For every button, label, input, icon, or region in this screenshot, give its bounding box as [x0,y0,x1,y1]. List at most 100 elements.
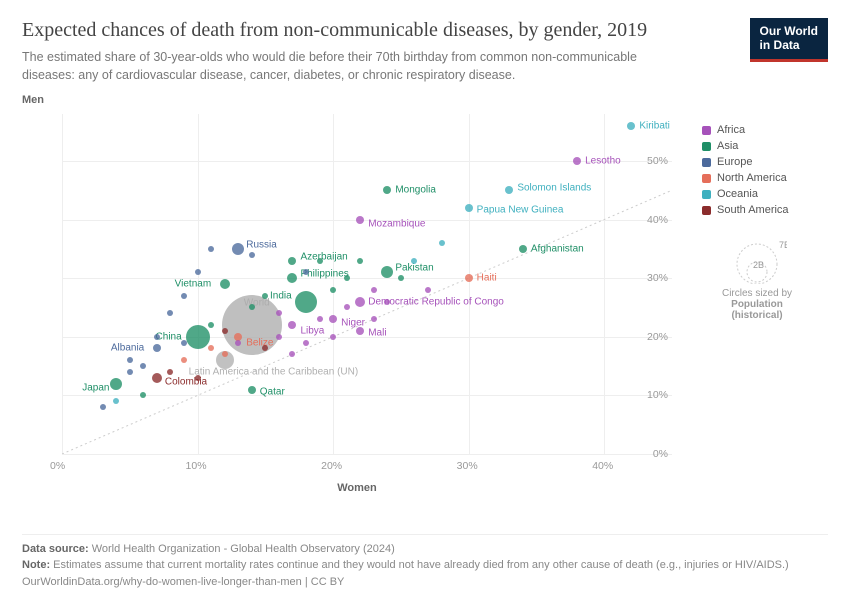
data-point[interactable] [344,304,350,310]
data-point[interactable] [262,345,268,351]
footer-url-line: OurWorldinData.org/why-do-women-live-lon… [22,574,828,591]
chart-container: Expected chances of death from non-commu… [0,0,850,600]
data-point[interactable] [220,279,230,289]
data-point[interactable] [262,293,268,299]
data-point[interactable] [356,216,364,224]
svg-text:2B: 2B [753,260,764,270]
data-point[interactable] [113,398,119,404]
x-tick-label: 20% [321,460,342,472]
y-gridline [62,454,672,455]
data-point[interactable] [519,245,527,253]
legend: Africa Asia Europe North America Oceania Sout… [692,94,812,494]
data-point[interactable] [127,357,133,363]
data-point[interactable] [287,273,297,283]
data-point[interactable] [317,258,323,264]
chart-footer: Data source: World Health Organization -… [22,534,828,591]
data-point[interactable] [186,325,210,349]
data-point[interactable] [411,258,417,264]
data-point[interactable] [153,344,161,352]
data-point[interactable] [235,340,241,346]
data-point[interactable] [330,334,336,340]
legend-swatch [702,158,711,167]
data-point[interactable] [381,266,393,278]
data-point[interactable] [110,378,122,390]
footer-url[interactable]: OurWorldinData.org/why-do-women-live-lon… [22,576,302,588]
data-point[interactable] [329,315,337,323]
data-point[interactable] [181,340,187,346]
data-point[interactable] [276,334,282,340]
data-point[interactable] [573,157,581,165]
data-point[interactable] [195,269,201,275]
data-point[interactable] [425,287,431,293]
data-point[interactable] [356,327,364,335]
data-point[interactable] [248,386,256,394]
x-tick-label: 30% [457,460,478,472]
data-point[interactable] [167,310,173,316]
y-axis-label: Men [22,94,44,106]
data-point[interactable] [208,246,214,252]
data-point[interactable] [232,243,244,255]
data-point[interactable] [355,297,365,307]
data-point[interactable] [344,275,350,281]
data-point[interactable] [384,299,390,305]
legend-item[interactable]: Africa [702,124,812,136]
data-point[interactable] [152,373,162,383]
title-block: Expected chances of death from non-commu… [22,18,662,84]
data-point[interactable] [303,269,309,275]
data-point[interactable] [303,340,309,346]
data-point[interactable] [181,357,187,363]
data-point[interactable] [465,204,473,212]
data-point[interactable] [289,351,295,357]
data-point[interactable] [357,258,363,264]
data-point[interactable] [249,252,255,258]
legend-item[interactable]: South America [702,204,812,216]
data-point[interactable] [140,392,146,398]
legend-swatch [702,174,711,183]
footer-license: CC BY [311,576,345,588]
data-point[interactable] [398,275,404,281]
data-point[interactable] [295,291,317,313]
plot-region[interactable]: 0%10%20%30%40%50%0%10%20%30%40%WorldChin… [62,114,672,454]
data-point[interactable] [288,257,296,265]
data-point[interactable] [439,240,445,246]
data-point[interactable] [167,369,173,375]
data-point[interactable] [288,321,296,329]
data-point[interactable] [371,316,377,322]
data-point[interactable] [317,316,323,322]
source-text: World Health Organization - Global Healt… [92,543,395,555]
footer-source: Data source: World Health Organization -… [22,541,828,558]
data-point[interactable] [276,310,282,316]
data-point[interactable] [627,122,635,130]
note-label: Note: [22,559,50,571]
data-point[interactable] [465,274,473,282]
data-point[interactable] [208,322,214,328]
data-point[interactable] [383,186,391,194]
data-point[interactable] [181,293,187,299]
identity-line [62,114,672,454]
legend-label: North America [717,172,787,184]
owid-logo[interactable]: Our World in Data [750,18,828,62]
data-point[interactable] [222,351,228,357]
data-point[interactable] [371,287,377,293]
legend-label: Africa [717,124,745,136]
svg-text:7B: 7B [779,240,787,250]
legend-item[interactable]: North America [702,172,812,184]
data-point[interactable] [100,404,106,410]
data-point[interactable] [195,375,201,381]
data-point[interactable] [330,287,336,293]
data-point[interactable] [140,363,146,369]
data-point[interactable] [154,334,160,340]
legend-item[interactable]: Europe [702,156,812,168]
data-point[interactable] [208,345,214,351]
data-point[interactable] [505,186,513,194]
legend-item[interactable]: Asia [702,140,812,152]
legend-swatch [702,206,711,215]
legend-item[interactable]: Oceania [702,188,812,200]
chart-area: Men 0%10%20%30%40%50%0%10%20%30%40%World… [22,94,692,494]
data-point[interactable] [222,328,228,334]
data-point[interactable] [127,369,133,375]
data-point[interactable] [249,304,255,310]
size-legend-circles: 7B 2B [727,234,787,284]
x-axis-label: Women [337,482,377,494]
chart-subtitle: The estimated share of 30-year-olds who … [22,49,662,84]
